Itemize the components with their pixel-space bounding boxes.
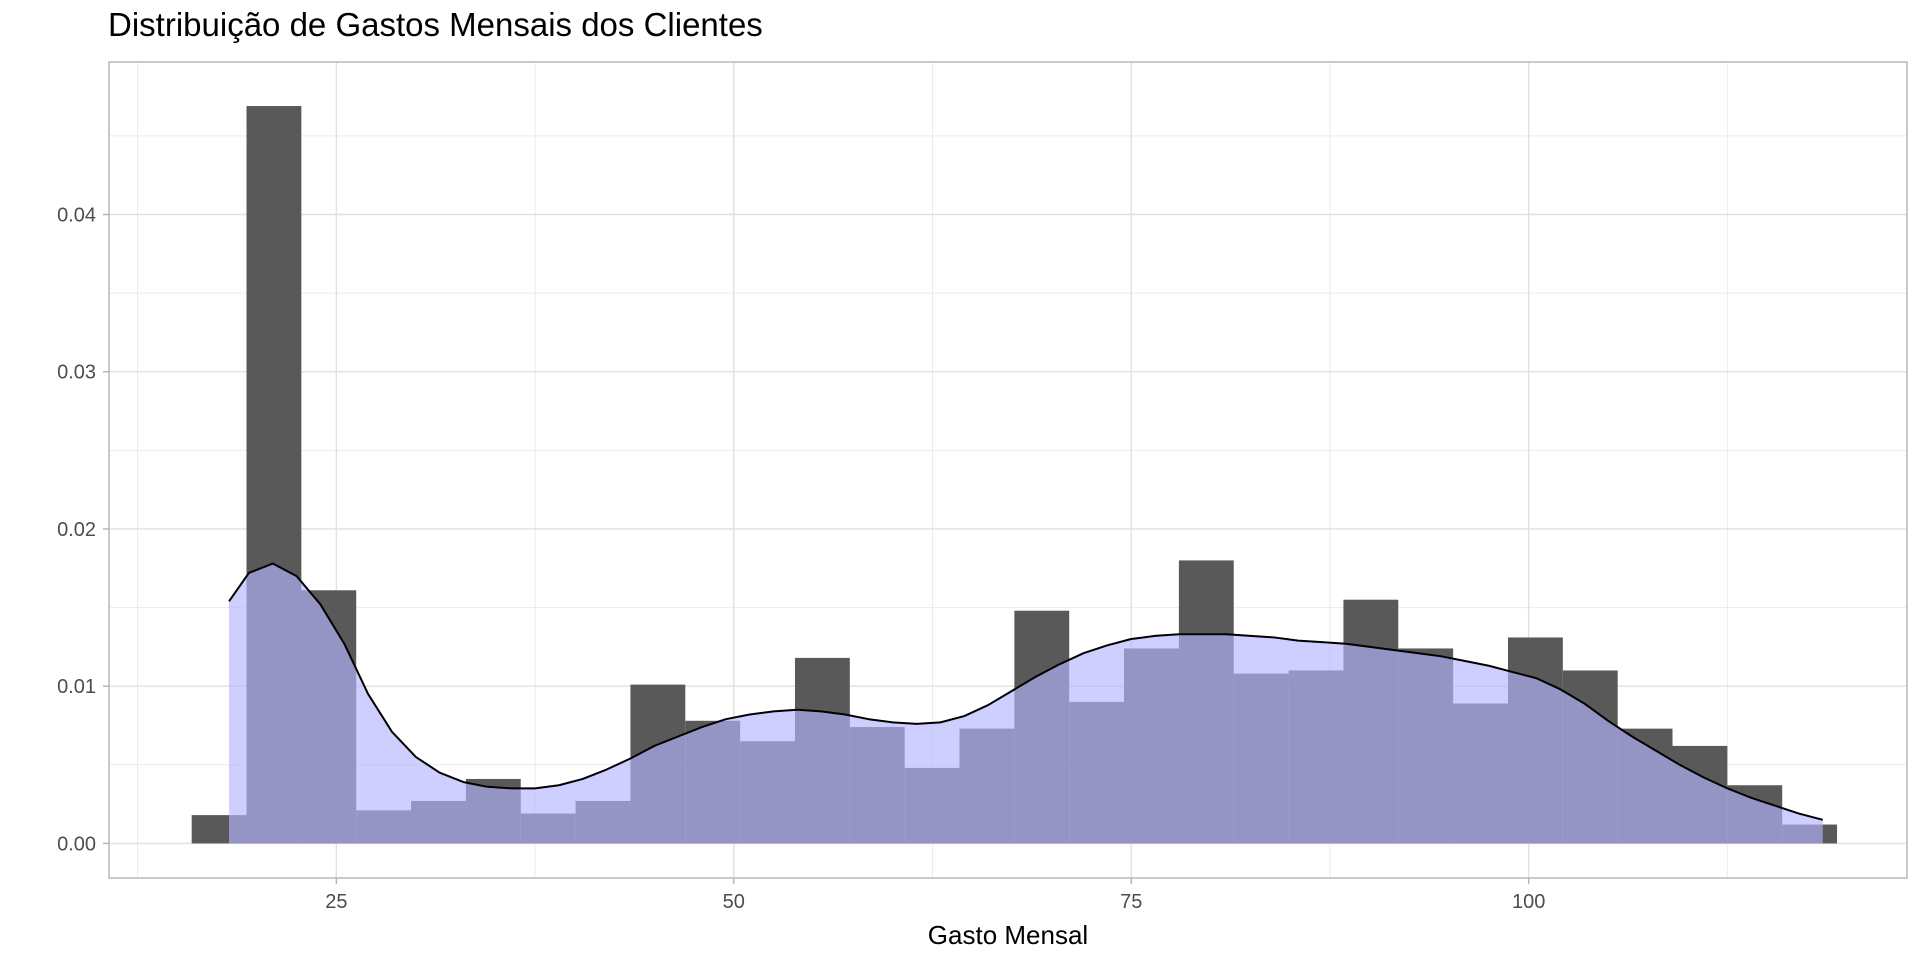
y-tick-label: 0.03 — [57, 362, 96, 384]
y-tick-label: 0.04 — [57, 205, 96, 227]
axes: Gasto Mensal 25 50 75 100 0.00 0.01 0.02 0.03 0.… — [57, 61, 1908, 950]
chart-title: Distribuição de Gastos Mensais dos Clien… — [108, 6, 763, 43]
density-curve-group — [228, 562, 1823, 844]
x-tick-label: 100 — [1512, 891, 1545, 913]
x-tick-label: 25 — [325, 891, 347, 913]
density-area — [229, 563, 1823, 844]
y-tick-label: 0.02 — [57, 519, 96, 541]
panel-border — [108, 61, 1908, 879]
x-axis-label: Gasto Mensal — [928, 920, 1088, 950]
x-tick-label: 50 — [723, 891, 745, 913]
x-tick-label: 75 — [1120, 891, 1142, 913]
density-line — [228, 562, 1823, 821]
y-tick-label: 0.01 — [57, 676, 96, 698]
y-tick-label: 0.00 — [57, 833, 96, 855]
